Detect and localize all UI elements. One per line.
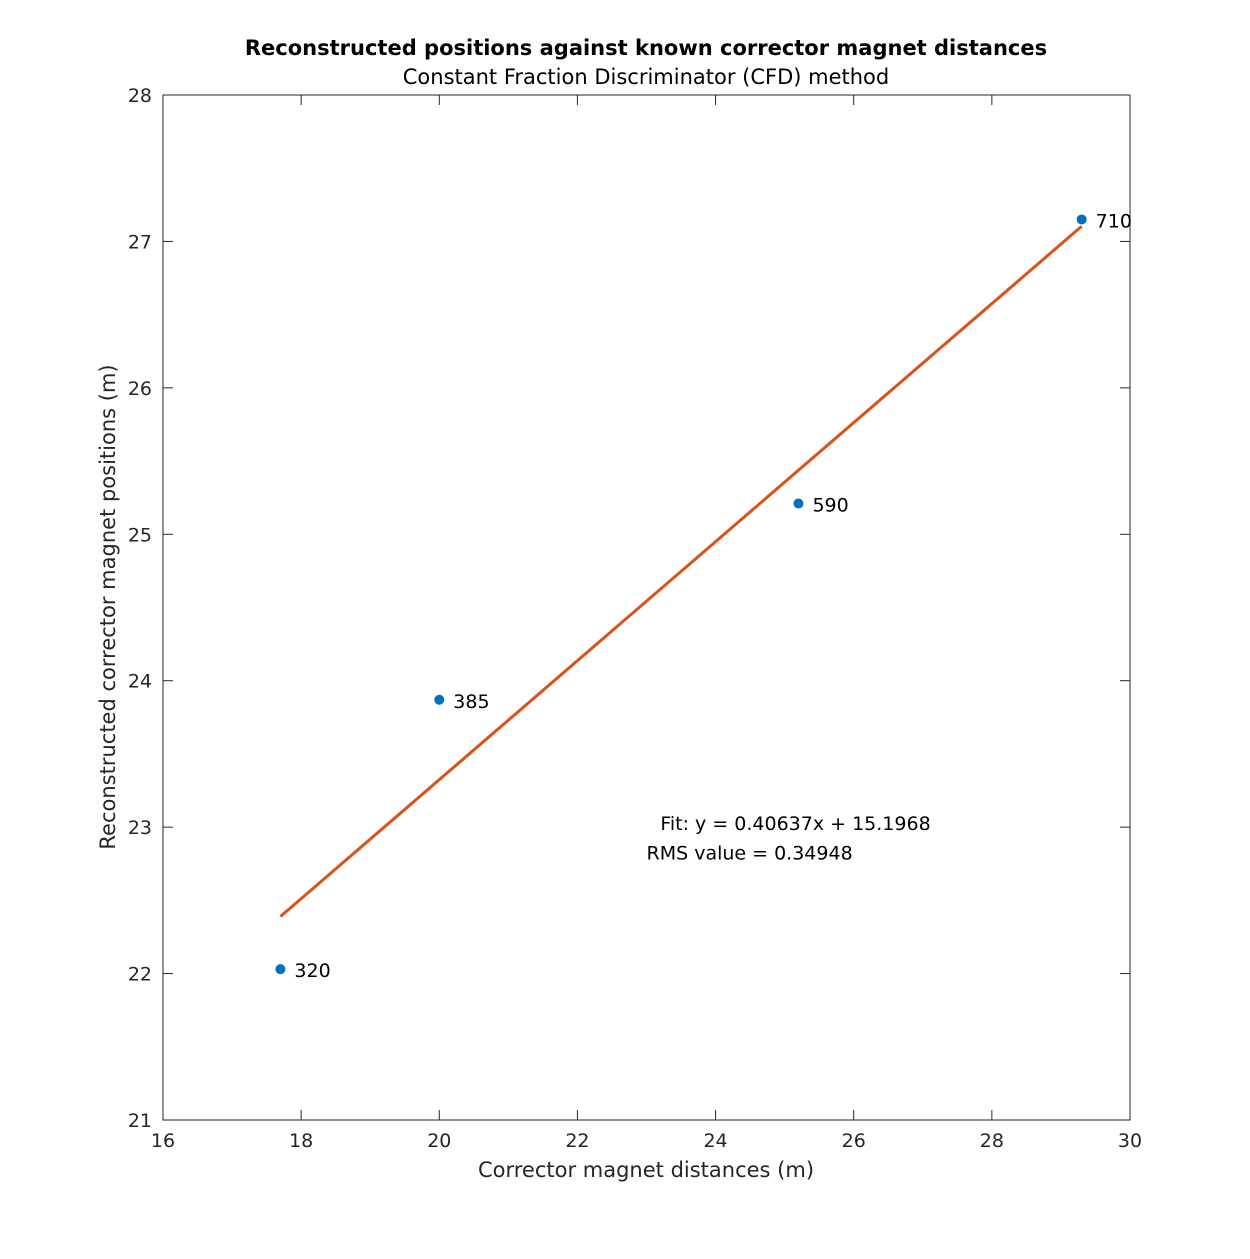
fit-annotation: Fit: y = 0.40637x + 15.1968 (660, 813, 930, 835)
x-axis-title: Corrector magnet distances (m) (478, 1158, 814, 1182)
x-tick-label: 30 (1118, 1130, 1142, 1152)
y-tick-label: 24 (128, 671, 152, 693)
y-tick-label: 27 (128, 231, 152, 253)
y-tick-label: 23 (128, 817, 152, 839)
fit-annotation: RMS value = 0.34948 (647, 842, 853, 864)
data-point (1076, 214, 1087, 225)
chart-subtitle: Constant Fraction Discriminator (CFD) me… (403, 65, 889, 89)
y-tick-label: 25 (128, 524, 152, 546)
data-point (275, 964, 286, 975)
x-tick-label: 18 (289, 1130, 313, 1152)
y-tick-label: 26 (128, 378, 152, 400)
x-tick-label: 16 (151, 1130, 175, 1152)
x-tick-label: 22 (565, 1130, 589, 1152)
data-point-label: 385 (453, 691, 489, 713)
axes-box (162, 94, 1131, 1121)
y-axis-title: Reconstructed corrector magnet positions… (96, 364, 120, 849)
data-point (434, 694, 445, 705)
plot-area: 16 18 20 22 24 26 28 30 21 22 23 24 25 26 27 28 320 385 59… (128, 85, 1142, 1152)
x-tick-label: 24 (703, 1130, 727, 1152)
chart-title: Reconstructed positions against known co… (245, 36, 1047, 60)
x-tick-label: 28 (980, 1130, 1004, 1152)
data-point-label: 320 (294, 960, 330, 982)
fit-line (279, 225, 1083, 918)
y-tick-label: 22 (128, 964, 152, 986)
y-tick-label: 28 (128, 85, 152, 107)
y-tick-label: 21 (128, 1110, 152, 1132)
data-point-label: 590 (812, 495, 848, 517)
data-point (793, 498, 804, 509)
x-tick-label: 20 (427, 1130, 451, 1152)
x-tick-label: 26 (842, 1130, 866, 1152)
data-point-label: 710 (1096, 210, 1132, 232)
